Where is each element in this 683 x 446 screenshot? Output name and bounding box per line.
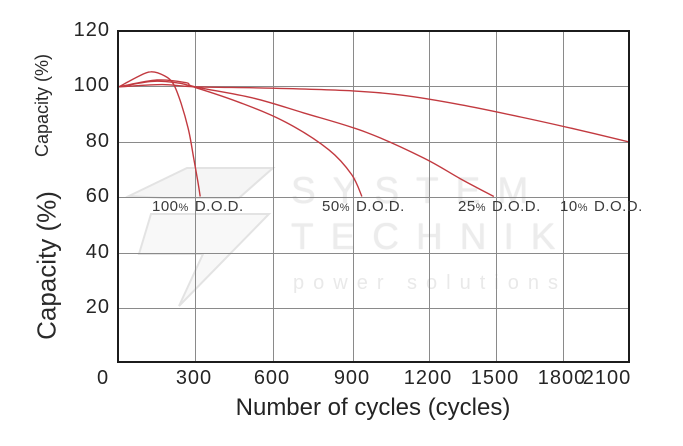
x-axis-title: Number of cycles (cycles) xyxy=(235,394,511,421)
x-tick-600: 600 xyxy=(253,367,291,389)
gridline-x-1500 xyxy=(496,32,497,361)
label-50pct-dod: 50% D.O.D. xyxy=(322,198,405,215)
x-tick-0: 0 xyxy=(96,367,110,389)
y-tick-20: 20 xyxy=(85,296,110,318)
gridline-x-900 xyxy=(353,32,354,361)
x-tick-2100: 2100 xyxy=(582,367,632,389)
y-tick-120: 120 xyxy=(73,19,110,41)
y-tick-100: 100 xyxy=(73,74,110,96)
gridline-x-600 xyxy=(273,32,274,361)
x-tick-1800: 1800 xyxy=(537,367,587,389)
label-10pct-dod: 10% D.O.D. xyxy=(560,198,643,215)
y-tick-80: 80 xyxy=(85,130,110,152)
gridline-y-40 xyxy=(119,253,628,254)
label-100pct-dod: 100% D.O.D. xyxy=(152,198,244,215)
y-axis-title-duplicate: Capacity (%) xyxy=(32,53,52,158)
curve-50-d-o-d- xyxy=(119,80,363,197)
y-tick-60: 60 xyxy=(85,185,110,207)
dod-curves xyxy=(119,71,628,198)
gridline-x-1200 xyxy=(429,32,430,361)
curve-10-d-o-d- xyxy=(119,83,628,143)
x-tick-1200: 1200 xyxy=(403,367,453,389)
gridline-y-60 xyxy=(119,197,628,198)
x-tick-900: 900 xyxy=(333,367,371,389)
gridline-x-1800 xyxy=(563,32,564,361)
plot-area: SYSTEM TECHNIK power solutions 100% D.O.D… xyxy=(117,30,642,363)
gridline-x-300 xyxy=(195,32,196,361)
gridline-y-100 xyxy=(119,86,628,87)
gridline-y-80 xyxy=(119,142,628,143)
x-tick-300: 300 xyxy=(175,367,213,389)
label-25pct-dod: 25% D.O.D. xyxy=(458,198,541,215)
y-tick-40: 40 xyxy=(85,241,110,263)
x-tick-1500: 1500 xyxy=(470,367,520,389)
curve-100-d-o-d- xyxy=(119,71,201,197)
gridline-y-20 xyxy=(119,308,628,309)
curve-25-d-o-d- xyxy=(119,79,495,198)
